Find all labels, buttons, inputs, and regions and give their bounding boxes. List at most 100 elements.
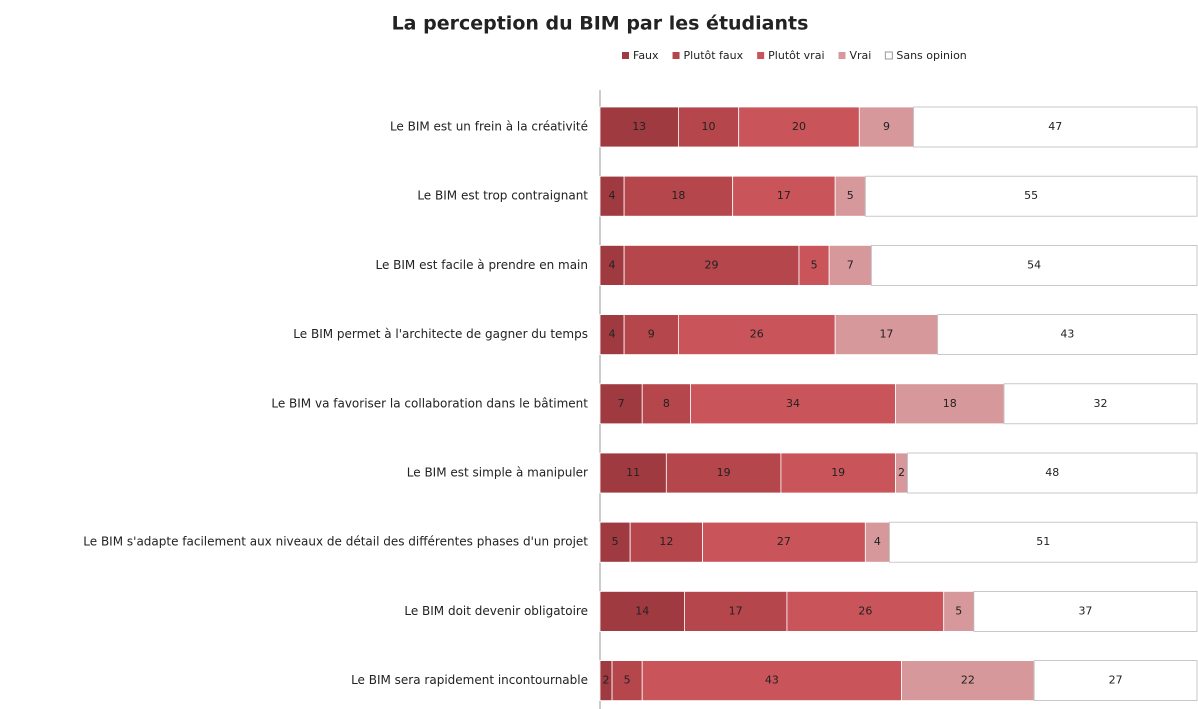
y-tick-label: Le BIM sera rapidement incontournable: [351, 673, 588, 687]
bar-segment: [913, 106, 1198, 148]
data-label: 26: [858, 604, 872, 617]
bar-segment: [895, 383, 1005, 425]
bar-segment: [690, 383, 896, 425]
chart-title: La perception du BIM par les étudiants: [392, 13, 809, 35]
data-label: 32: [1094, 397, 1108, 410]
data-label: 19: [717, 466, 731, 479]
bar-segment: [611, 660, 643, 701]
bar-segment: [665, 452, 782, 494]
bar-segment: [599, 314, 625, 356]
bar-segment: [684, 591, 788, 632]
data-label: 17: [879, 328, 893, 341]
data-label: 11: [626, 466, 640, 479]
y-tick-label: Le BIM est trop contraignant: [417, 189, 588, 203]
data-label: 2: [898, 466, 905, 479]
data-label: 12: [659, 535, 673, 548]
bar-segment: [798, 244, 830, 286]
bar-segment: [623, 244, 800, 286]
bar-segment: [732, 175, 836, 217]
bar-segment: [889, 521, 1198, 563]
legend-label: Sans opinion: [896, 49, 966, 62]
bar-segment: [641, 660, 902, 701]
legend-swatch: [838, 52, 846, 59]
data-label: 55: [1024, 189, 1038, 202]
bar-segment: [599, 521, 631, 563]
data-label: 5: [811, 258, 818, 271]
bar-segment: [702, 521, 866, 563]
data-label: 43: [1060, 328, 1074, 341]
data-label: 9: [648, 328, 655, 341]
bar-segment: [973, 591, 1198, 632]
legend-label: Faux: [633, 49, 659, 62]
y-tick-label: Le BIM est un frein à la créativité: [390, 120, 588, 134]
bar-segment: [623, 314, 679, 356]
bar-segment: [629, 521, 703, 563]
data-label: 10: [702, 120, 716, 133]
data-label: 19: [831, 466, 845, 479]
data-label: 7: [618, 397, 625, 410]
legend-swatch: [622, 52, 629, 59]
legend-label: Plutôt vrai: [768, 49, 824, 62]
data-label: 5: [955, 604, 962, 617]
y-tick-label: Le BIM va favoriser la collaboration dan…: [271, 396, 588, 410]
bar-segment: [738, 106, 860, 148]
bar-segment: [834, 175, 866, 217]
data-label: 17: [729, 604, 743, 617]
data-label: 14: [635, 604, 649, 617]
data-label: 20: [792, 120, 806, 133]
data-label: 22: [961, 674, 975, 687]
data-label: 26: [750, 328, 764, 341]
legend-label: Vrai: [850, 49, 872, 62]
data-label: 7: [847, 258, 854, 271]
bar-segment: [864, 175, 1198, 217]
y-tick-label: Le BIM est simple à manipuler: [407, 466, 588, 480]
bar-segment: [1003, 383, 1198, 425]
bar-segment: [677, 106, 740, 148]
bar-segment: [599, 591, 685, 632]
legend-swatch: [757, 52, 765, 59]
legend-swatch: [672, 52, 680, 59]
data-label: 18: [943, 397, 957, 410]
data-label: 48: [1045, 466, 1059, 479]
data-label: 4: [609, 258, 616, 271]
bar-segment: [677, 314, 836, 356]
data-label: 18: [671, 189, 685, 202]
data-label: 34: [786, 397, 800, 410]
data-label: 4: [609, 328, 616, 341]
data-label: 13: [632, 120, 646, 133]
data-label: 5: [612, 535, 619, 548]
data-label: 17: [777, 189, 791, 202]
bar-segment: [780, 452, 896, 494]
y-tick-label: Le BIM doit devenir obligatoire: [404, 604, 588, 618]
data-label: 29: [705, 258, 719, 271]
y-tick-label: Le BIM s'adapte facilement aux niveaux d…: [83, 535, 588, 549]
bar-segment: [599, 452, 667, 494]
bar-segment: [834, 314, 939, 356]
bar-segment: [937, 314, 1198, 356]
data-label: 47: [1048, 120, 1062, 133]
bar-segment: [943, 591, 975, 632]
bar-segment: [599, 244, 625, 286]
data-label: 4: [609, 189, 616, 202]
bar-segment: [907, 452, 1198, 494]
data-label: 5: [847, 189, 854, 202]
bar-segment: [786, 591, 945, 632]
data-label: 37: [1078, 604, 1092, 617]
legend-label: Plutôt faux: [684, 49, 744, 62]
data-label: 5: [624, 674, 631, 687]
data-label: 2: [603, 674, 610, 687]
data-label: 4: [874, 535, 881, 548]
bar-segment: [901, 660, 1035, 701]
data-label: 9: [883, 120, 890, 133]
data-label: 27: [1109, 674, 1123, 687]
data-label: 54: [1027, 258, 1041, 271]
data-label: 27: [777, 535, 791, 548]
y-tick-label: Le BIM permet à l'architecte de gagner d…: [293, 327, 588, 341]
data-label: 51: [1036, 535, 1050, 548]
bar-segment: [1033, 660, 1198, 701]
data-label: 8: [663, 397, 670, 410]
legend-swatch: [884, 51, 893, 60]
bar-segment: [828, 244, 872, 286]
